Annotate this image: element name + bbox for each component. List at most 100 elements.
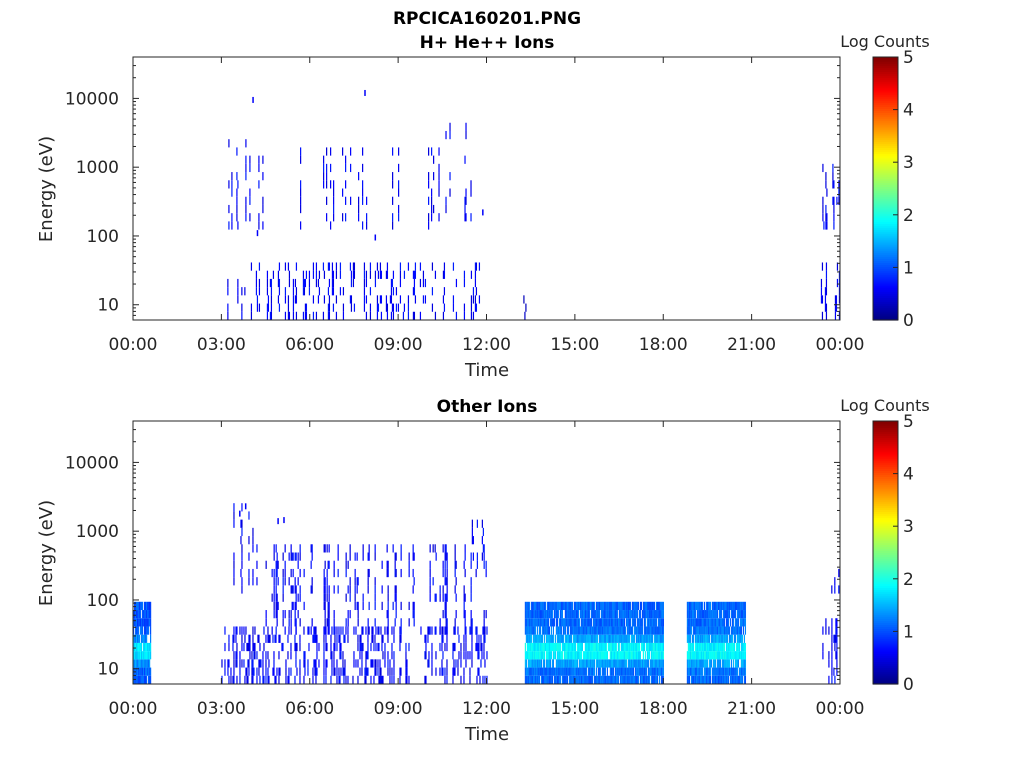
spectrogram-cell: [621, 667, 623, 676]
spectrogram-cell: [831, 675, 833, 684]
spectrogram-cell: [221, 675, 223, 684]
spectrogram-cell: [528, 601, 530, 611]
spectrogram-cell: [643, 610, 645, 619]
spectrogram-cell: [367, 577, 369, 586]
spectrogram-cell: [705, 651, 708, 660]
spectrogram-cell: [364, 89, 366, 96]
spectrogram-cell: [691, 651, 694, 660]
spectrogram-cell: [601, 601, 603, 611]
spectrogram-cell: [536, 618, 538, 627]
colorbar-step: [873, 155, 898, 159]
spectrogram-cell: [361, 659, 363, 668]
spectrogram-cell: [820, 278, 823, 288]
spectrogram-cell: [634, 618, 636, 627]
spectrogram-cell: [836, 634, 838, 643]
spectrogram-cell: [609, 634, 611, 643]
spectrogram-cell: [601, 634, 603, 643]
spectrogram-cell: [464, 552, 466, 561]
spectrogram-cell: [552, 634, 554, 643]
spectrogram-cell: [463, 634, 465, 643]
spectrogram-cell: [444, 675, 446, 684]
spectrogram-cell: [392, 544, 394, 553]
spectrogram-cell: [834, 642, 836, 652]
spectrogram-cell: [524, 642, 526, 652]
spectrogram-cell: [243, 642, 245, 652]
spectrogram-cell: [633, 610, 635, 619]
spectrogram-cell: [434, 593, 436, 602]
spectrogram-cell: [350, 163, 352, 173]
spectrogram-cell: [618, 651, 620, 660]
spectrogram-cell: [606, 601, 608, 611]
spectrogram-cell: [623, 651, 625, 660]
spectrogram-cell: [706, 667, 709, 676]
spectrogram-cell: [569, 618, 571, 627]
spectrogram-cell: [574, 667, 576, 676]
spectrogram-cell: [831, 585, 833, 594]
spectrogram-cell: [525, 634, 527, 643]
spectrogram-cell: [653, 651, 655, 660]
spectrogram-cell: [631, 667, 633, 676]
spectrogram-cell: [427, 626, 429, 635]
spectrogram-cell: [731, 667, 734, 676]
spectrogram-cell: [375, 626, 377, 635]
spectrogram-cell: [342, 213, 344, 222]
spectrogram-cell: [702, 659, 705, 668]
spectrogram-cell: [228, 634, 230, 643]
y-tick-label: 100: [87, 227, 119, 247]
spectrogram-cell: [455, 659, 457, 668]
colorbar-step: [873, 497, 898, 500]
spectrogram-cell: [652, 626, 654, 635]
spectrogram-cell: [717, 675, 720, 684]
spectrogram-cell: [362, 601, 364, 611]
spectrogram-cell: [528, 618, 530, 627]
spectrogram-cell: [368, 626, 370, 635]
spectrogram-cell: [601, 618, 603, 627]
spectrogram-cell: [134, 618, 136, 627]
spectrogram-cell: [743, 675, 746, 684]
spectrogram-cell: [637, 651, 639, 660]
spectrogram-cell: [278, 262, 281, 271]
spectrogram-cell: [572, 634, 574, 643]
spectrogram-cell: [361, 626, 363, 635]
colorbar-tick-label: 2: [903, 206, 914, 226]
spectrogram-cell: [578, 634, 580, 643]
spectrogram-cell: [584, 659, 586, 668]
spectrogram-cell: [290, 618, 292, 627]
spectrogram-cell: [362, 593, 364, 602]
spectrogram-cell: [326, 180, 328, 189]
spectrogram-cell: [470, 311, 473, 320]
spectrogram-cell: [694, 634, 697, 643]
spectrogram-cell: [227, 659, 229, 668]
spectrogram-cell: [612, 601, 614, 611]
spectrogram-cell: [744, 675, 747, 684]
spectrogram-cell: [483, 552, 485, 561]
spectrogram-cell: [605, 634, 607, 643]
spectrogram-cell: [564, 667, 566, 676]
spectrogram-cell: [539, 651, 541, 660]
spectrogram-cell: [729, 634, 732, 643]
spectrogram-cell: [835, 303, 838, 312]
spectrogram-cell: [380, 270, 383, 279]
colorbar-step: [873, 248, 898, 251]
spectrogram-cell: [709, 659, 712, 668]
spectrogram-cell: [526, 667, 528, 676]
spectrogram-cell: [265, 634, 267, 643]
spectrogram-cell: [608, 642, 610, 652]
spectrogram-cell: [422, 270, 425, 279]
y-tick-label: 10: [97, 296, 119, 316]
colorbar-step: [873, 443, 898, 447]
spectrogram-cell: [143, 651, 145, 660]
spectrogram-cell: [566, 601, 568, 611]
spectrogram-cell: [412, 270, 415, 279]
spectrogram-cell: [836, 278, 839, 288]
spectrogram-cell: [594, 626, 596, 635]
spectrogram-cell: [368, 601, 370, 611]
spectrogram-cell: [648, 626, 650, 635]
spectrogram-cell: [325, 626, 327, 635]
spectrogram-cell: [687, 642, 690, 652]
spectrogram-cell: [308, 278, 311, 288]
spectrogram-cell: [612, 659, 614, 668]
colorbar-step: [873, 585, 898, 589]
spectrogram-cell: [477, 651, 479, 660]
spectrogram-cell: [379, 675, 381, 684]
